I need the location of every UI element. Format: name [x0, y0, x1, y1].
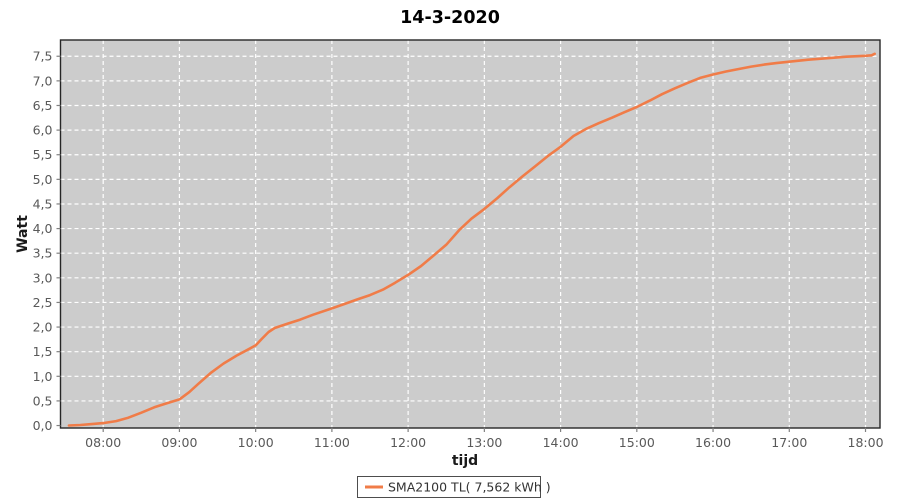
y-tick-label: 2,5: [33, 295, 53, 310]
legend-box: [357, 476, 541, 498]
gridlines: [60, 40, 880, 428]
x-tick-label: 11:00: [314, 435, 350, 450]
y-axis-ticks: 0,0 0,5 1,0 1,5 2,0 2,5 3,0 3,5 4,0 4,5 5,0 5,5 6,0 6…: [33, 49, 61, 433]
y-tick-label: 7,5: [33, 49, 53, 64]
y-tick-label: 5,5: [33, 147, 53, 162]
x-axis-title: tijd: [452, 453, 478, 469]
x-tick-label: 18:00: [848, 435, 884, 450]
x-axis-ticks: 08:00 09:00 10:00 11:00 12:00 13:00 14:00 15:00…: [85, 428, 884, 450]
x-tick-label: 10:00: [238, 435, 274, 450]
y-tick-label: 3,0: [33, 270, 53, 285]
chart-title: 14-3-2020: [400, 8, 500, 28]
x-tick-label: 09:00: [161, 435, 197, 450]
x-tick-label: 08:00: [85, 435, 121, 450]
y-tick-label: 2,0: [33, 320, 53, 335]
plot-outline: [59, 39, 881, 429]
x-tick-label: 16:00: [695, 435, 731, 450]
x-tick-label: 13:00: [466, 435, 502, 450]
y-tick-label: 0,5: [33, 393, 53, 408]
y-tick-label: 3,5: [33, 246, 53, 261]
plot-area: [60, 40, 880, 428]
x-tick-label: 17:00: [771, 435, 807, 450]
y-tick-label: 5,0: [33, 172, 53, 187]
y-tick-label: 1,0: [33, 369, 53, 384]
y-tick-label: 0,0: [33, 418, 53, 433]
x-tick-label: 14:00: [543, 435, 579, 450]
x-tick-label: 15:00: [619, 435, 655, 450]
y-tick-label: 7,0: [33, 73, 53, 88]
y-tick-label: 1,5: [33, 344, 53, 359]
y-tick-label: 4,0: [33, 221, 53, 236]
series-group: [67, 52, 877, 427]
legend-label: SMA2100 TL( 7,562 kWh ): [388, 480, 551, 495]
y-tick-label: 6,0: [33, 123, 53, 138]
series-line-sma2100: [67, 52, 877, 427]
y-tick-label: 6,5: [33, 98, 53, 113]
legend: SMA2100 TL( 7,562 kWh ): [357, 476, 551, 498]
y-tick-label: 4,5: [33, 196, 53, 211]
y-axis-title: Watt: [15, 215, 31, 253]
x-tick-label: 12:00: [390, 435, 426, 450]
